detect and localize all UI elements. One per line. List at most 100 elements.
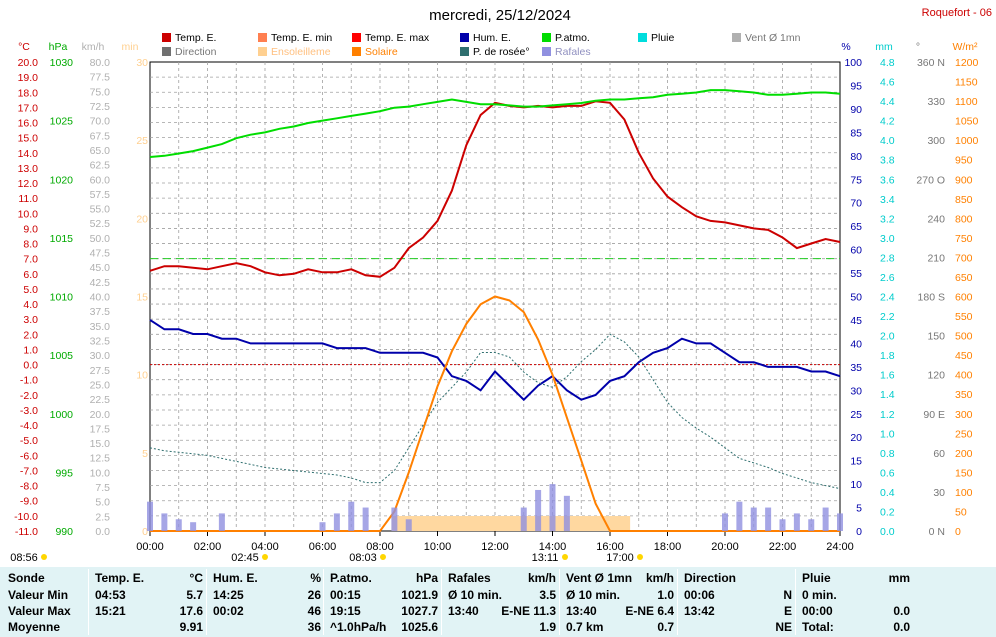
sun-event-marker xyxy=(562,554,568,560)
gust-bar xyxy=(362,507,369,531)
humidity-tick-label: 95 xyxy=(850,80,862,92)
temp-tick-label: 16.0 xyxy=(18,118,39,130)
time-tick-label: 20:00 xyxy=(711,541,739,553)
wind-tick-label: 22.5 xyxy=(90,394,111,406)
wind-tick-label: 35.0 xyxy=(90,321,111,333)
stats-cell: 00:06 xyxy=(684,588,715,602)
humidity-tick-label: 5 xyxy=(856,503,862,515)
temp-tick-label: 14.0 xyxy=(18,148,39,160)
stats-cell: Vent Ø 1mn xyxy=(566,571,633,585)
temp-tick-label: 19.0 xyxy=(18,72,39,84)
gust-bar xyxy=(750,507,757,531)
direction-tick-label: 60 xyxy=(933,448,945,460)
stats-column: Pluie mm 0 min. 00:00 0.0 Total: 0.0 xyxy=(802,567,910,637)
legend-swatch xyxy=(162,47,171,56)
wind-tick-label: 42.5 xyxy=(90,277,111,289)
direction-tick-label: 210 xyxy=(927,252,945,264)
humidity-tick-label: 25 xyxy=(850,409,862,421)
stats-cell: °C xyxy=(189,571,203,585)
stats-cell: E-NE 11.3 xyxy=(501,604,556,618)
solar-unit-label: W/m² xyxy=(952,41,978,53)
stats-cell: Total: xyxy=(802,620,834,634)
wind-tick-label: 60.0 xyxy=(90,174,111,186)
wind-tick-label: 30.0 xyxy=(90,350,111,362)
wind-tick-label: 20.0 xyxy=(90,409,111,421)
stats-separator xyxy=(795,569,796,635)
sun-event-label: 08:56 xyxy=(10,552,38,564)
sun-tick-label: 10 xyxy=(136,370,148,382)
legend-label: Temp. E. min xyxy=(271,32,332,44)
temp-tick-label: 13.0 xyxy=(18,163,39,175)
stats-cell: 1027.7 xyxy=(401,604,438,618)
solar-tick-label: 750 xyxy=(955,233,973,245)
solar-tick-label: 800 xyxy=(955,213,973,225)
gust-bar xyxy=(837,513,843,531)
wind-tick-label: 7.5 xyxy=(95,482,110,494)
temp-tick-label: 15.0 xyxy=(18,133,39,145)
wind-tick-label: 80.0 xyxy=(90,57,111,69)
temp-tick-label: 20.0 xyxy=(18,57,39,69)
stats-separator xyxy=(441,569,442,635)
gust-bar xyxy=(722,513,728,531)
wind-tick-label: 52.5 xyxy=(90,218,111,230)
solar-tick-label: 550 xyxy=(955,311,973,323)
stats-cell: 19:15 xyxy=(330,604,361,618)
stats-column: Vent Ø 1mn km/h Ø 10 min. 1.0 13:40 E-NE 6.4 0… xyxy=(566,567,674,637)
solar-tick-label: 400 xyxy=(955,370,973,382)
stats-cell: Valeur Max xyxy=(8,604,71,618)
temp-tick-label: 10.0 xyxy=(18,208,39,220)
station-name: Roquefort - 06 xyxy=(922,7,992,19)
stats-cell: E-NE 6.4 xyxy=(625,604,674,618)
solar-tick-label: 300 xyxy=(955,409,973,421)
gust-bar xyxy=(348,501,355,531)
stats-cell: N xyxy=(783,588,792,602)
solar-tick-label: 350 xyxy=(955,389,973,401)
wind-tick-label: 55.0 xyxy=(90,204,111,216)
gust-bar xyxy=(218,513,225,531)
time-tick-label: 22:00 xyxy=(769,541,797,553)
series-line xyxy=(149,100,841,278)
sun-tick-label: 20 xyxy=(136,213,148,225)
stats-column: Sonde Valeur Min Valeur Max Moyenne xyxy=(8,567,88,637)
wind-unit-label: km/h xyxy=(82,41,105,53)
humidity-tick-label: 100 xyxy=(844,57,862,69)
stats-cell: 26 xyxy=(307,588,321,602)
gust-bar xyxy=(175,519,182,531)
temp-tick-label: -11.0 xyxy=(15,526,38,538)
sun-tick-label: 0 xyxy=(142,526,148,538)
solar-tick-label: 1150 xyxy=(955,77,978,89)
wind-tick-label: 65.0 xyxy=(90,145,111,157)
direction-tick-label: 270 O xyxy=(916,174,945,186)
solar-tick-label: 850 xyxy=(955,194,973,206)
chart-title: mercredi, 25/12/2024 xyxy=(429,7,571,24)
wind-tick-label: 25.0 xyxy=(90,379,111,391)
solar-tick-label: 1200 xyxy=(955,57,979,69)
solar-tick-label: 450 xyxy=(955,350,973,362)
stats-column: Temp. E. °C 04:53 5.7 15:21 17.6 9.91 xyxy=(95,567,203,637)
solar-tick-label: 500 xyxy=(955,331,973,343)
sun-tick-label: 15 xyxy=(136,292,148,304)
stats-cell: 36 xyxy=(307,620,321,634)
solar-tick-label: 1100 xyxy=(955,96,978,108)
wind-tick-label: 40.0 xyxy=(90,292,111,304)
temp-tick-label: 18.0 xyxy=(18,87,39,99)
temp-tick-label: -10.0 xyxy=(14,511,38,523)
stats-cell: 13:40 xyxy=(448,604,479,618)
rain-unit-label: mm xyxy=(875,41,893,53)
temp-tick-label: 11.0 xyxy=(18,193,38,205)
legend: Temp. E. Temp. E. min Temp. E. max Hum. E. P… xyxy=(162,32,801,58)
humidity-tick-label: 10 xyxy=(850,479,862,491)
stats-cell: Rafales xyxy=(448,571,491,585)
time-tick-label: 24:00 xyxy=(826,541,854,553)
gust-bar xyxy=(535,489,542,531)
stats-cell: Ø 10 min. xyxy=(448,588,503,602)
pressure-tick-label: 990 xyxy=(55,526,73,538)
solar-tick-label: 150 xyxy=(955,467,973,479)
time-tick-label: 12:00 xyxy=(481,541,509,553)
direction-tick-label: 150 xyxy=(927,331,945,343)
rain-tick-label: 4.2 xyxy=(880,116,895,128)
direction-tick-label: 180 S xyxy=(918,292,945,304)
legend-label: Pluie xyxy=(651,32,675,44)
stats-cell: km/h xyxy=(527,571,556,585)
stats-cell: Temp. E. xyxy=(95,571,145,585)
